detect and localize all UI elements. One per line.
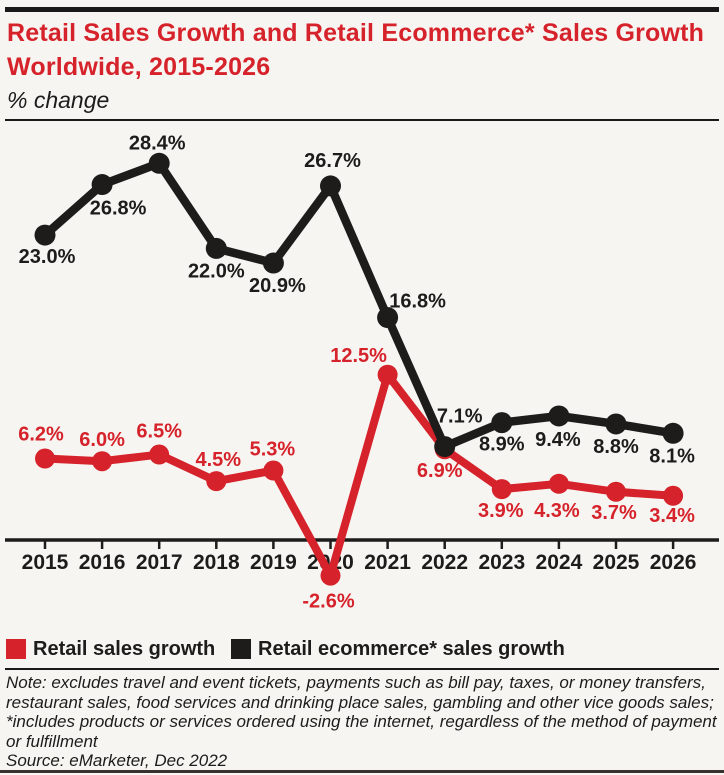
data-label: 7.1% (437, 406, 483, 428)
note-text: Note: excludes travel and event tickets,… (6, 673, 717, 751)
data-point (320, 565, 341, 586)
data-point (377, 307, 399, 329)
data-point (606, 481, 626, 502)
x-axis-year-label: 2026 (650, 551, 697, 574)
data-label: 22.0% (188, 260, 245, 282)
data-point (34, 224, 56, 246)
data-label: 8.9% (479, 434, 525, 456)
legend-item-retail-ecommerce: Retail ecommerce* sales growth (231, 637, 565, 661)
x-axis-year-label: 2015 (22, 551, 69, 574)
data-label: 9.4% (535, 429, 581, 451)
legend-label: Retail ecommerce* sales growth (258, 637, 565, 660)
data-point (320, 175, 341, 197)
x-axis-year-label: 2016 (79, 551, 126, 574)
data-point (662, 422, 684, 444)
data-label: 16.8% (389, 291, 446, 313)
data-point (149, 444, 170, 465)
data-point (663, 485, 684, 506)
data-label: 6.9% (417, 460, 463, 482)
data-label: 12.5% (330, 345, 387, 367)
data-point (434, 436, 456, 458)
data-label: 3.4% (649, 505, 695, 527)
data-label: 8.8% (593, 436, 639, 458)
data-point (548, 473, 569, 494)
data-point (205, 237, 227, 259)
legend-label: Retail sales growth (33, 637, 216, 660)
data-point (262, 252, 284, 274)
data-label: -2.6% (302, 591, 354, 613)
data-label: 26.7% (304, 150, 361, 172)
data-point (92, 451, 113, 472)
data-label: 4.3% (534, 500, 580, 522)
legend-item-retail-sales: Retail sales growth (6, 637, 215, 661)
header-divider (5, 119, 719, 121)
data-point (148, 152, 170, 174)
data-point (35, 448, 55, 469)
x-axis-year-label: 2018 (193, 551, 240, 574)
data-point (491, 412, 513, 434)
data-point (548, 405, 570, 427)
data-label: 20.9% (249, 275, 306, 297)
legend-swatch-red (6, 639, 26, 659)
x-axis-year-label: 2019 (250, 551, 297, 574)
legend-swatch-black (231, 639, 251, 659)
x-axis-year-label: 2017 (136, 551, 183, 574)
data-point (605, 413, 627, 435)
chart-title: Retail Sales Growth and Retail Ecommerce… (7, 19, 705, 81)
data-label: 6.5% (136, 421, 182, 443)
data-label: 28.4% (129, 132, 186, 154)
data-label: 26.8% (90, 198, 147, 220)
data-label: 23.0% (19, 246, 76, 268)
x-axis-year-label: 2024 (536, 551, 583, 574)
data-point (263, 460, 284, 481)
top-rule (5, 7, 719, 12)
footer-divider (5, 668, 719, 670)
data-point (377, 364, 398, 385)
data-label: 4.5% (196, 449, 242, 471)
data-point (91, 174, 113, 196)
chart-legend: Retail sales growth Retail ecommerce* sa… (0, 637, 724, 661)
data-label: 5.3% (250, 439, 296, 461)
x-axis-year-label: 2023 (478, 551, 525, 574)
chart-subtitle: % change (7, 87, 110, 113)
data-label: 6.2% (18, 424, 64, 446)
x-axis-year-label: 2022 (421, 551, 468, 574)
bottom-rule (0, 770, 724, 773)
x-axis-year-label: 2021 (364, 551, 411, 574)
data-label: 3.9% (478, 500, 524, 522)
source-text: Source: eMarketer, Dec 2022 (6, 751, 228, 770)
data-label: 6.0% (79, 429, 125, 451)
chart-footer: Note: excludes travel and event tickets,… (6, 673, 720, 771)
data-label: 8.1% (649, 445, 695, 467)
series-line (41, 370, 678, 580)
data-point (206, 471, 227, 492)
x-axis-year-label: 2025 (593, 551, 640, 574)
data-point (491, 479, 512, 500)
data-label: 3.7% (591, 502, 637, 524)
